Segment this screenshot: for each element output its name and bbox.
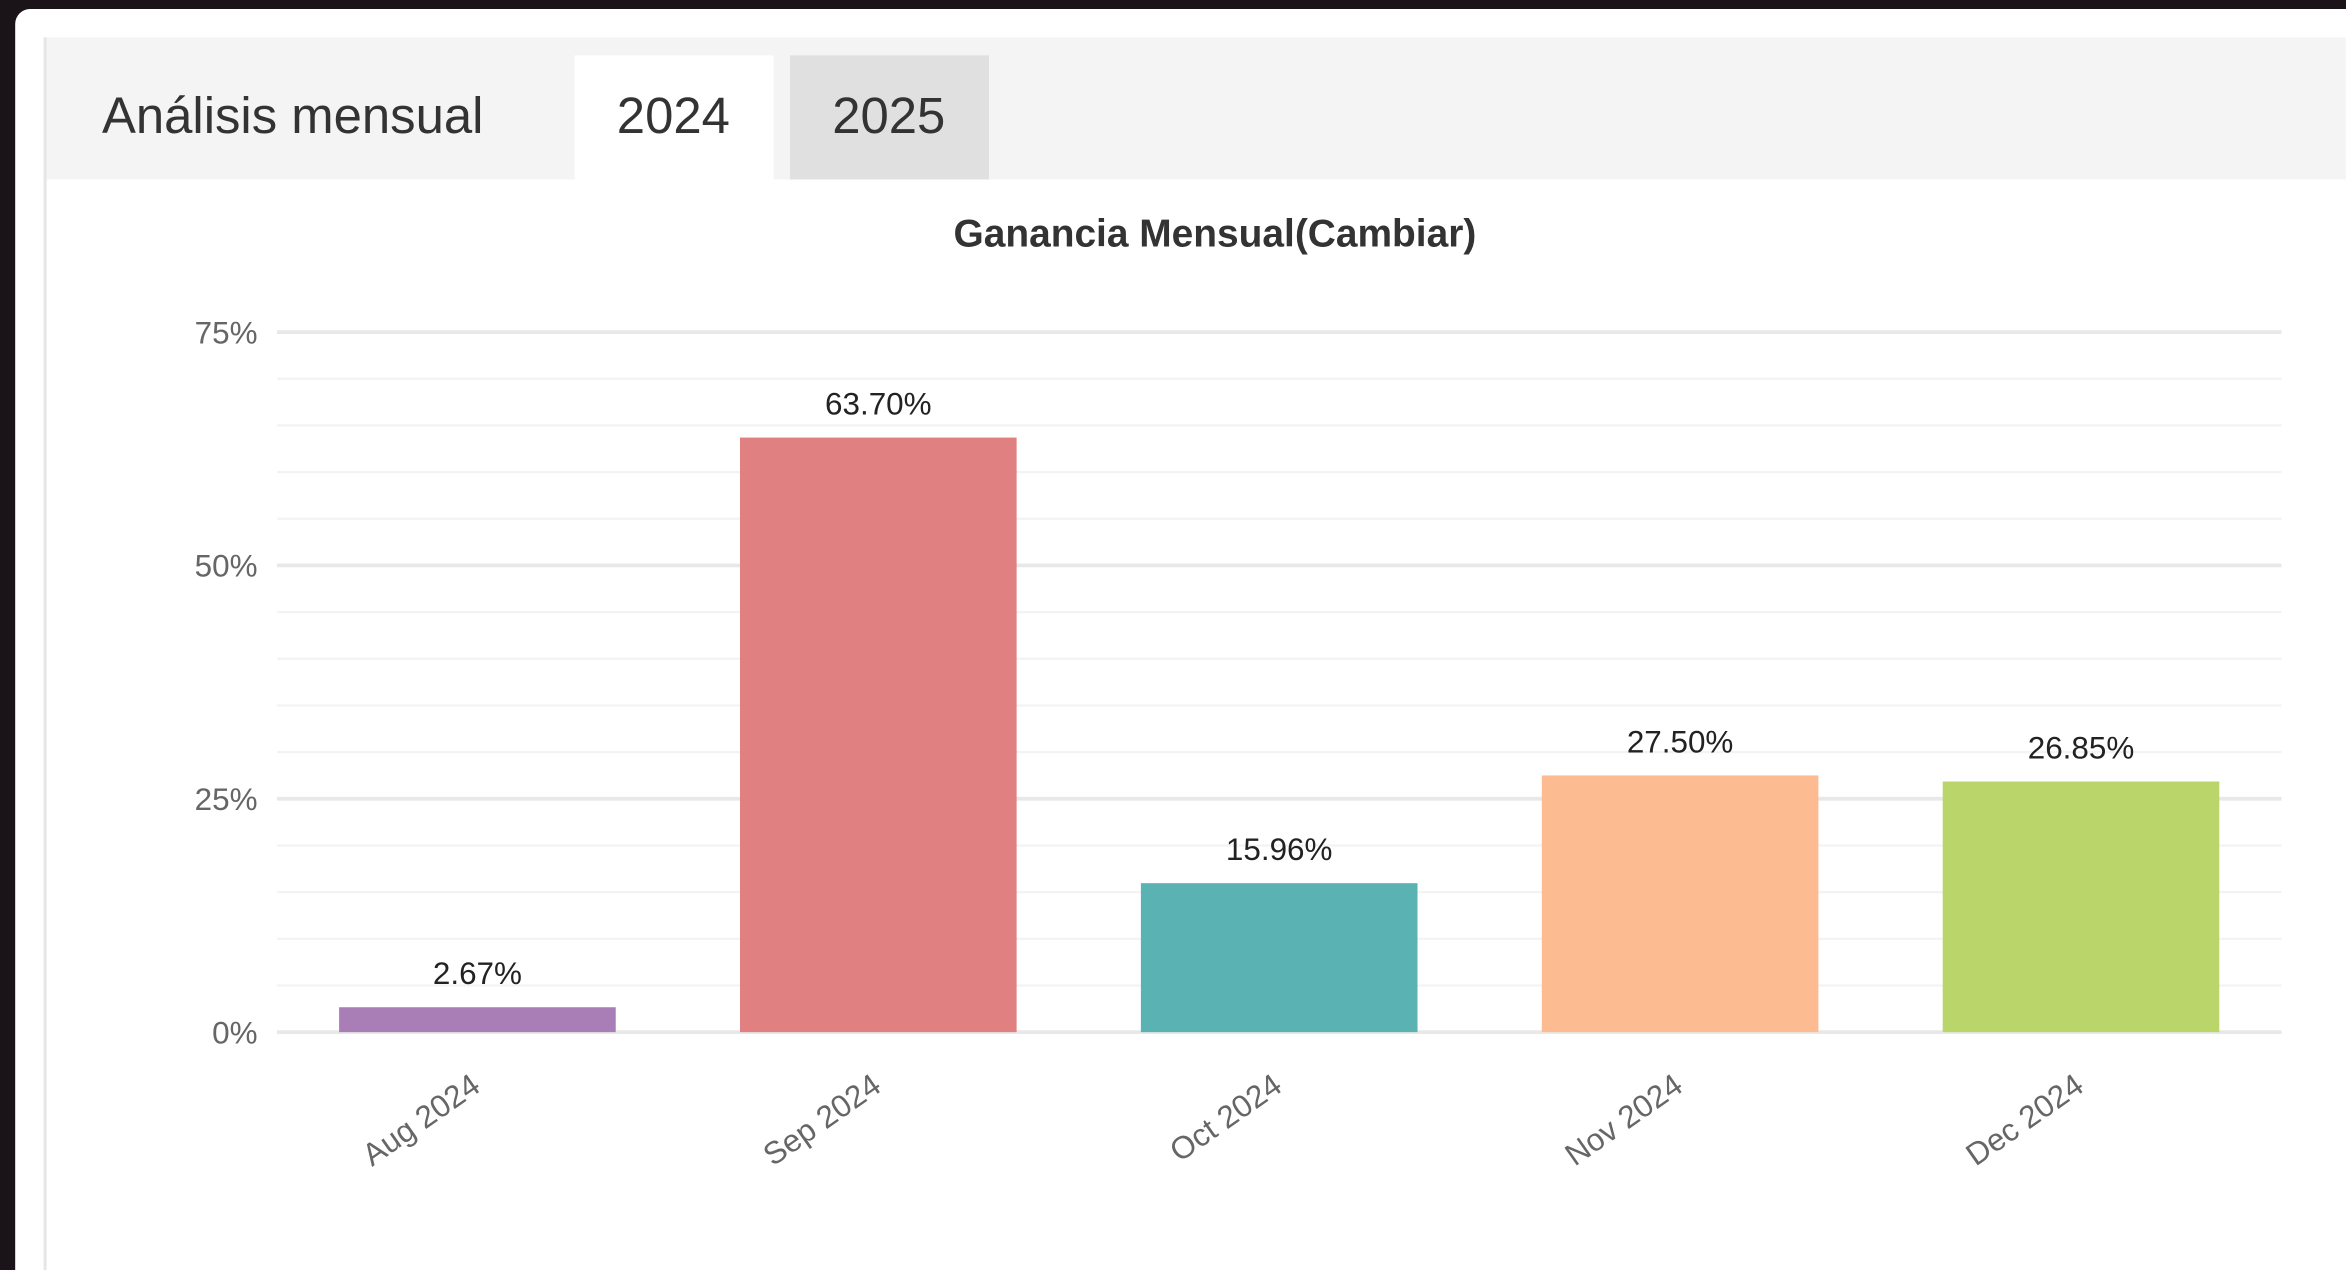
- data-label: 26.85%: [2028, 730, 2135, 765]
- tab-heading: Análisis mensual: [102, 87, 484, 144]
- tab-inactive[interactable]: [790, 55, 990, 180]
- y-tick-label: 0%: [212, 1015, 257, 1050]
- tab-active[interactable]: [574, 55, 774, 182]
- tab-label[interactable]: 2025: [832, 87, 945, 144]
- bar: [339, 1007, 616, 1033]
- bar: [1140, 883, 1418, 1033]
- data-label: 63.70%: [825, 386, 932, 421]
- card: [15, 8, 2346, 1270]
- data-label: 15.96%: [1226, 832, 1333, 867]
- chart-title: Ganancia Mensual(Cambiar): [953, 213, 1476, 256]
- y-tick-label: 25%: [195, 782, 258, 817]
- bar: [1942, 781, 2220, 1033]
- bar: [740, 437, 1017, 1033]
- data-label: 27.50%: [1627, 724, 1734, 759]
- tab-label[interactable]: 2024: [617, 87, 730, 144]
- bar: [1541, 775, 1819, 1033]
- data-label: 2.67%: [433, 956, 522, 991]
- y-tick-label: 50%: [195, 549, 258, 584]
- tab-bar: [45, 37, 2346, 180]
- y-tick-label: 75%: [195, 315, 258, 350]
